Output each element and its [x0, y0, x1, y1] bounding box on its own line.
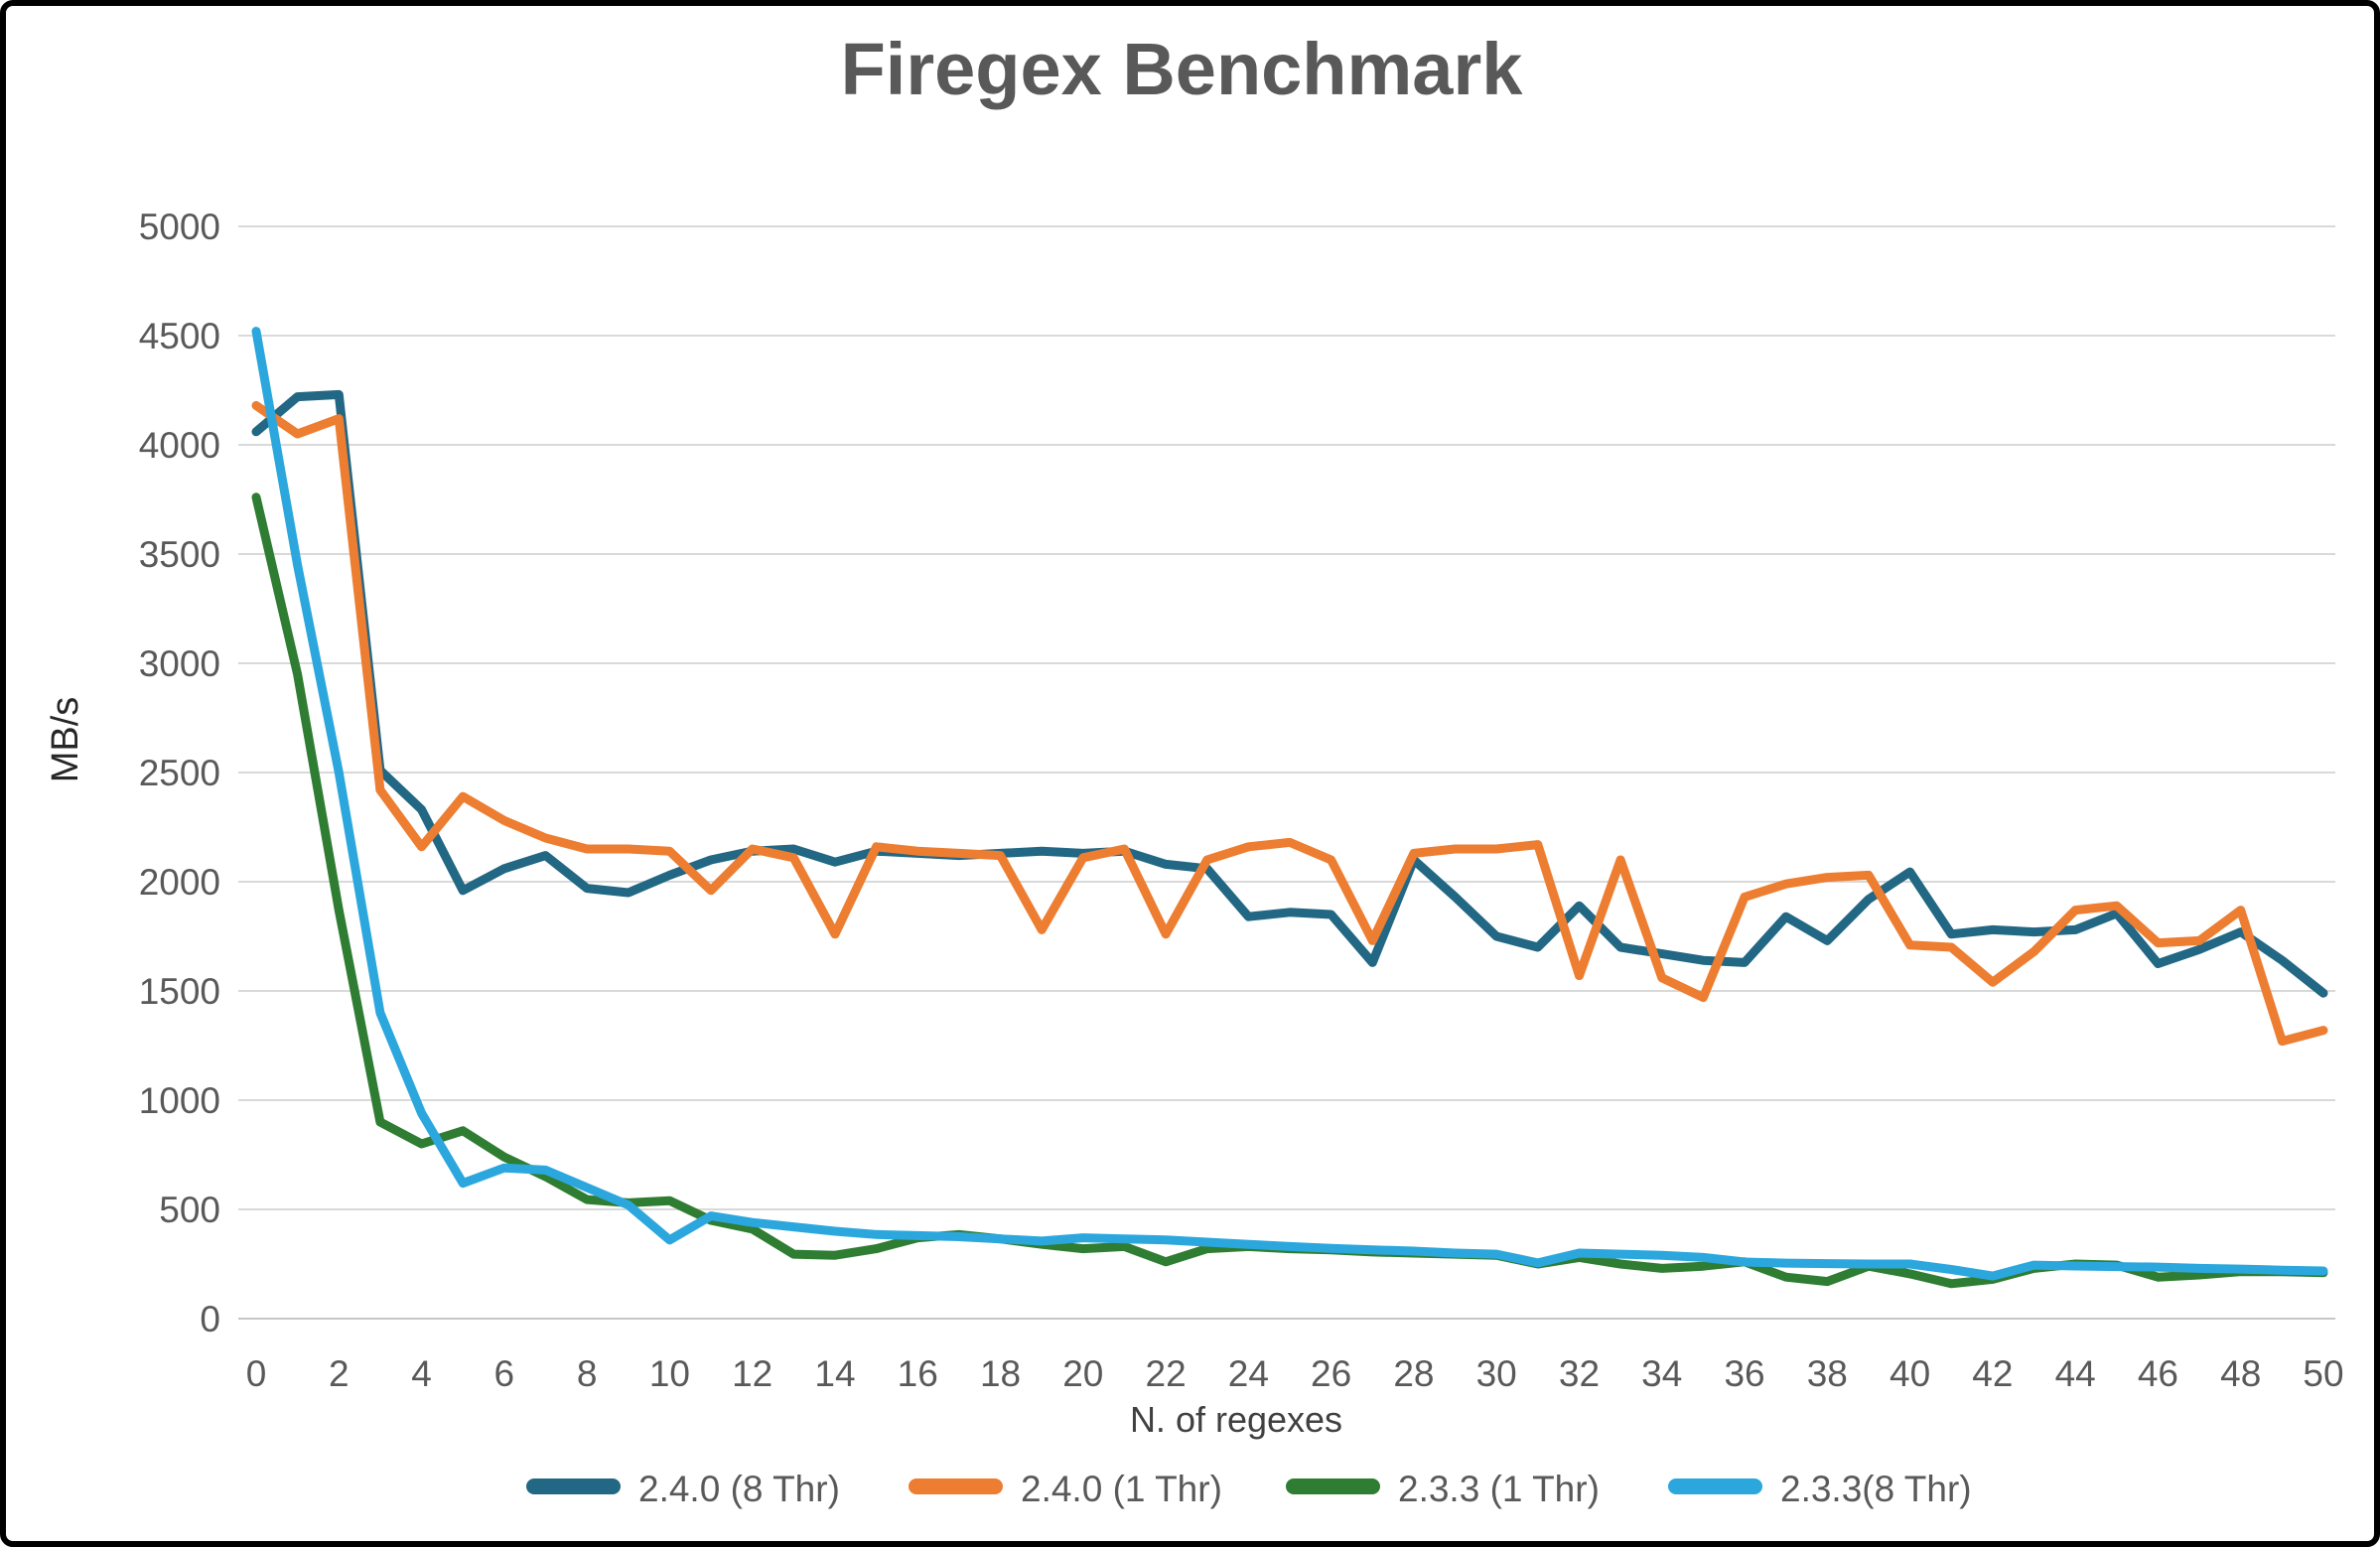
- legend-item-2: 2.3.3 (1 Thr): [1286, 1469, 1600, 1509]
- x-tick-label-44: 44: [2055, 1353, 2096, 1394]
- legend-swatch-3: [1668, 1478, 1762, 1494]
- x-tick-label-12: 12: [732, 1353, 772, 1394]
- x-tick-label-2: 2: [329, 1353, 350, 1394]
- legend-swatch-2: [1286, 1478, 1380, 1494]
- legend-label-3: 2.3.3(8 Thr): [1780, 1469, 1972, 1509]
- y-tick-label-5000: 5000: [139, 207, 220, 247]
- x-tick-label-14: 14: [814, 1353, 855, 1394]
- x-tick-label-0: 0: [246, 1353, 267, 1394]
- x-tick-label-42: 42: [1972, 1353, 2013, 1394]
- x-tick-label-38: 38: [1807, 1353, 1848, 1394]
- y-tick-label-2000: 2000: [139, 862, 220, 903]
- series-lines: [251, 327, 2328, 1289]
- page-title: Firegex Benchmark: [841, 28, 1524, 110]
- series-line-3: [251, 327, 2328, 1281]
- gridlines: [238, 225, 2335, 1320]
- x-tick-label-6: 6: [494, 1353, 515, 1394]
- x-tick-label-8: 8: [577, 1353, 598, 1394]
- x-tick-label-28: 28: [1393, 1353, 1434, 1394]
- x-tick-label-46: 46: [2138, 1353, 2178, 1394]
- y-tick-label-0: 0: [200, 1299, 220, 1339]
- x-tick-label-26: 26: [1311, 1353, 1351, 1394]
- x-tick-label-30: 30: [1476, 1353, 1517, 1394]
- y-axis-tick-labels: 0 500 1000 1500 2000 2500 3000 3500 4000 4500 5000: [139, 207, 220, 1339]
- y-tick-label-3000: 3000: [139, 643, 220, 684]
- legend-item-0: 2.4.0 (8 Thr): [526, 1469, 840, 1509]
- y-tick-label-1500: 1500: [139, 971, 220, 1012]
- x-axis-title: N. of regexes: [1130, 1399, 1342, 1440]
- x-tick-label-16: 16: [898, 1353, 938, 1394]
- legend-label-2: 2.3.3 (1 Thr): [1398, 1469, 1600, 1509]
- y-tick-label-4500: 4500: [139, 316, 220, 356]
- x-tick-label-48: 48: [2220, 1353, 2261, 1394]
- legend-swatch-1: [909, 1478, 1003, 1494]
- x-tick-label-10: 10: [649, 1353, 690, 1394]
- y-tick-label-4000: 4000: [139, 425, 220, 466]
- x-tick-label-20: 20: [1062, 1353, 1103, 1394]
- x-tick-label-50: 50: [2303, 1353, 2343, 1394]
- legend: 2.4.0 (8 Thr) 2.4.0 (1 Thr) 2.3.3 (1 Thr) 2…: [526, 1469, 1972, 1509]
- legend-label-1: 2.4.0 (1 Thr): [1021, 1469, 1222, 1509]
- y-tick-label-3500: 3500: [139, 534, 220, 575]
- x-tick-label-34: 34: [1641, 1353, 1682, 1394]
- x-tick-label-32: 32: [1559, 1353, 1600, 1394]
- legend-label-0: 2.4.0 (8 Thr): [638, 1469, 840, 1509]
- x-tick-label-40: 40: [1890, 1353, 1930, 1394]
- x-axis-tick-labels: 0 2 4 6 8 10 12 14 16 18 20 22 24 26 28 30 32 34 36 38 40 42 4…: [246, 1353, 2344, 1394]
- x-tick-label-4: 4: [411, 1353, 432, 1394]
- legend-item-1: 2.4.0 (1 Thr): [909, 1469, 1222, 1509]
- x-tick-label-18: 18: [980, 1353, 1021, 1394]
- series-line-0: [251, 389, 2328, 998]
- y-tick-label-500: 500: [159, 1190, 220, 1230]
- legend-item-3: 2.3.3(8 Thr): [1668, 1469, 1972, 1509]
- series-line-1: [251, 400, 2328, 1047]
- y-axis-title: MB/s: [45, 697, 86, 783]
- x-tick-label-24: 24: [1228, 1353, 1269, 1394]
- y-tick-label-1000: 1000: [139, 1080, 220, 1121]
- legend-swatch-0: [526, 1478, 621, 1494]
- y-tick-label-2500: 2500: [139, 753, 220, 793]
- x-tick-label-22: 22: [1146, 1353, 1187, 1394]
- x-tick-label-36: 36: [1724, 1353, 1764, 1394]
